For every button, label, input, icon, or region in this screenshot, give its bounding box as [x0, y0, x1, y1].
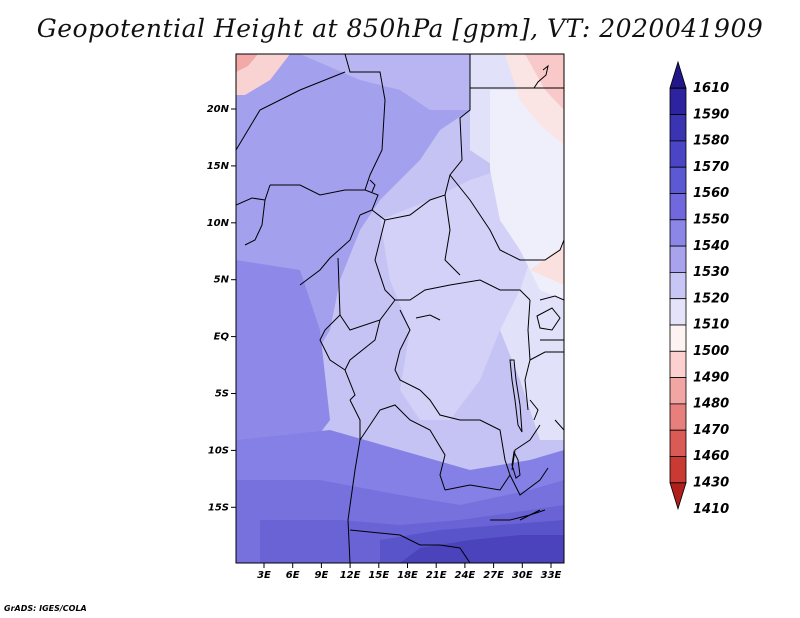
- lat-tick-label: 10N: [207, 218, 230, 229]
- map-title: Geopotential Height at 850hPa [gpm], VT:…: [36, 14, 764, 43]
- lon-tick-label: 27E: [483, 570, 504, 581]
- lakes: [369, 64, 561, 521]
- colorbar-label: 1470: [693, 423, 729, 438]
- colorbar-segment: [669, 166, 687, 194]
- colorbar-label: 1610: [693, 81, 729, 96]
- colorbar-label: 1520: [693, 291, 729, 306]
- lon-tick-label: 15E: [368, 570, 389, 581]
- lon-tick-label: 9E: [315, 570, 329, 581]
- lon-tick-label: 24E: [455, 570, 476, 581]
- lon-tick-label: 33E: [541, 570, 562, 581]
- colorbar: 1610 1590 1580 1570 1560 1550 1540 1530 1520 1510…: [669, 60, 729, 517]
- longitude-axis: 3E 6E 9E 12E 15E 18E 21E 24E 27E 30E 33E: [257, 563, 562, 581]
- colorbar-label: 1460: [693, 449, 729, 464]
- lat-tick-label: 10S: [208, 445, 229, 456]
- colorbar-label: 1590: [693, 107, 729, 122]
- height-field: [236, 54, 564, 563]
- colorbar-label: 1530: [693, 265, 729, 280]
- colorbar-segment: [669, 219, 687, 247]
- colorbar-segment: [669, 193, 687, 221]
- lon-tick-label: 21E: [426, 570, 447, 581]
- colorbar-bottom-arrow: [669, 482, 687, 511]
- lon-tick-label: 3E: [257, 570, 271, 581]
- latitude-axis: 20N 15N 10N 5N EQ 5S 10S 15S: [207, 104, 236, 513]
- lon-tick-label: 30E: [512, 570, 533, 581]
- lon-tick-label: 6E: [286, 570, 300, 581]
- lat-tick-label: 20N: [207, 104, 230, 115]
- colorbar-label: 1500: [693, 344, 729, 359]
- colorbar-segment: [669, 87, 687, 116]
- colorbar-segment: [669, 456, 687, 484]
- map-frame: [235, 53, 565, 564]
- lon-tick-label: 12E: [340, 570, 361, 581]
- colorbar-segment: [669, 245, 687, 273]
- colorbar-label: 1430: [693, 476, 729, 491]
- colorbar-segment: [669, 377, 687, 405]
- colorbar-segment: [669, 140, 687, 168]
- colorbar-label: 1480: [693, 397, 729, 412]
- lon-tick-label: 18E: [397, 570, 418, 581]
- colorbar-label: 1550: [693, 213, 729, 228]
- colorbar-label: 1510: [693, 318, 729, 333]
- country-borders: [236, 54, 564, 563]
- colorbar-label: 1410: [693, 502, 729, 517]
- lat-tick-label: 5N: [214, 275, 230, 286]
- colorbar-label: 1560: [693, 186, 729, 201]
- colorbar-label: 1580: [693, 134, 729, 149]
- colorbar-segment: [669, 271, 687, 300]
- colorbar-label: 1490: [693, 370, 729, 385]
- colorbar-label: 1570: [693, 160, 729, 175]
- colorbar-segment: [669, 429, 687, 457]
- colorbar-top-arrow: [669, 60, 687, 89]
- colorbar-segment: [669, 324, 687, 352]
- colorbar-segment: [669, 298, 687, 326]
- colorbar-segment: [669, 403, 687, 431]
- lat-tick-label: EQ: [214, 332, 230, 343]
- lat-tick-label: 15N: [207, 161, 230, 172]
- lat-tick-label: 5S: [215, 389, 229, 400]
- colorbar-label: 1540: [693, 239, 729, 254]
- credit-text: GrADS: IGES/COLA: [4, 604, 87, 613]
- colorbar-segment: [669, 114, 687, 142]
- lat-tick-label: 15S: [208, 502, 229, 513]
- colorbar-segment: [669, 350, 687, 378]
